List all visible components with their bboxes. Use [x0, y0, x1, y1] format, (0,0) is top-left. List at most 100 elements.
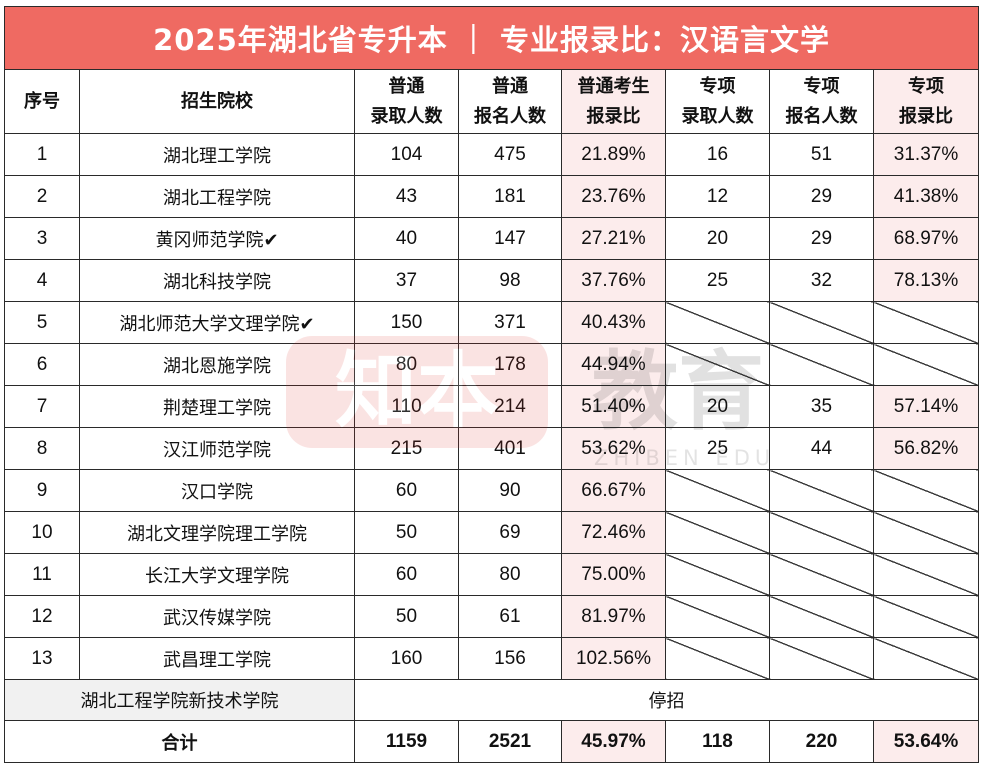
header-row: 序号 招生院校 普通 录取人数 普通 报名人数 普通考生 报录比 专项 录取人数: [4, 69, 980, 134]
cell-spec-ratio: 68.97%: [872, 217, 980, 260]
cell-reg-apply: 401: [458, 427, 562, 470]
header-reg-ratio-line1: 普通考生: [577, 75, 650, 97]
empty-cell-spec-apply: [769, 511, 874, 554]
cell-spec-apply: 29: [769, 217, 874, 260]
school-name: 黄冈师范学院: [155, 229, 264, 251]
header-spec-admit-line2: 录取人数: [681, 105, 754, 127]
row-school: 荆楚理工学院: [79, 385, 355, 428]
row-seq: 10: [4, 511, 80, 554]
table-row: 13 武昌理工学院 160 156 102.56%: [4, 637, 980, 680]
school-name: 湖北理工学院: [163, 145, 271, 167]
row-seq: 7: [4, 385, 80, 428]
header-reg-ratio: 普通考生 报录比: [561, 69, 666, 134]
cell-reg-apply: 214: [458, 385, 562, 428]
header-spec-admit: 专项 录取人数: [665, 69, 770, 134]
cell-reg-admit: 160: [354, 637, 459, 680]
empty-cell-spec-ratio: [872, 595, 980, 638]
header-spec-apply-line1: 专项: [803, 75, 840, 97]
cell-reg-admit: 50: [354, 511, 459, 554]
row-school: 武汉传媒学院: [79, 595, 355, 638]
total-row: 合计 1159 2521 45.97% 118 220 53.64%: [4, 720, 980, 763]
row-school: 湖北文理学院理工学院: [79, 511, 355, 554]
cell-reg-apply: 90: [458, 469, 562, 512]
header-reg-admit-line2: 录取人数: [370, 105, 443, 127]
total-spec-apply: 220: [769, 720, 874, 763]
cell-reg-apply: 61: [458, 595, 562, 638]
stopped-row: 湖北工程学院新技术学院 停招: [4, 679, 980, 721]
cell-reg-apply: 147: [458, 217, 562, 260]
row-school: 汉江师范学院: [79, 427, 355, 470]
header-reg-apply: 普通 报名人数: [458, 69, 562, 134]
cell-reg-apply: 156: [458, 637, 562, 680]
header-spec-ratio-line2: 报录比: [899, 105, 954, 127]
row-seq: 8: [4, 427, 80, 470]
row-school: 武昌理工学院: [79, 637, 355, 680]
ratio-table: 2025年湖北省专升本 ｜ 专业报录比：汉语言文学 序号 招生院校 普通 录取人…: [3, 6, 980, 763]
school-name: 湖北工程学院: [163, 187, 271, 209]
cell-reg-ratio: 23.76%: [561, 175, 666, 218]
cell-reg-ratio: 37.76%: [561, 259, 666, 302]
empty-cell-spec-admit: [665, 637, 770, 680]
checkmark-icon: ✔: [263, 229, 279, 251]
row-seq: 5: [4, 301, 80, 344]
empty-cell-spec-ratio: [872, 511, 980, 554]
empty-cell-spec-admit: [665, 595, 770, 638]
cell-reg-ratio: 75.00%: [561, 553, 666, 596]
cell-spec-apply: 51: [769, 133, 874, 176]
cell-spec-admit: 16: [665, 133, 770, 176]
table-row: 2 湖北工程学院 43 181 23.76% 12 29 41.38%: [4, 175, 980, 218]
empty-cell-spec-admit: [665, 511, 770, 554]
empty-cell-spec-ratio: [872, 301, 980, 344]
cell-reg-apply: 178: [458, 343, 562, 386]
row-seq: 12: [4, 595, 80, 638]
page-title: 2025年湖北省专升本 ｜ 专业报录比：汉语言文学: [3, 6, 980, 70]
cell-spec-apply: 32: [769, 259, 874, 302]
cell-spec-ratio: 56.82%: [872, 427, 980, 470]
header-reg-admit: 普通 录取人数: [354, 69, 459, 134]
header-reg-admit-line1: 普通: [388, 75, 425, 97]
header-spec-apply: 专项 报名人数: [769, 69, 874, 134]
cell-spec-apply: 29: [769, 175, 874, 218]
header-reg-apply-line2: 报名人数: [474, 105, 546, 127]
cell-reg-apply: 371: [458, 301, 562, 344]
empty-cell-spec-apply: [769, 343, 874, 386]
school-name: 湖北文理学院理工学院: [127, 523, 307, 545]
cell-reg-ratio: 40.43%: [561, 301, 666, 344]
cell-spec-admit: 12: [665, 175, 770, 218]
school-name: 武昌理工学院: [163, 649, 271, 671]
cell-reg-ratio: 21.89%: [561, 133, 666, 176]
table-row: 6 湖北恩施学院 80 178 44.94%: [4, 343, 980, 386]
empty-cell-spec-ratio: [872, 343, 980, 386]
cell-reg-ratio: 102.56%: [561, 637, 666, 680]
header-seq: 序号: [4, 69, 80, 134]
school-name: 武汉传媒学院: [163, 607, 271, 629]
empty-cell-spec-apply: [769, 553, 874, 596]
cell-reg-admit: 80: [354, 343, 459, 386]
cell-reg-admit: 104: [354, 133, 459, 176]
table-row: 10 湖北文理学院理工学院 50 69 72.46%: [4, 511, 980, 554]
cell-reg-admit: 60: [354, 469, 459, 512]
table-row: 1 湖北理工学院 104 475 21.89% 16 51 31.37%: [4, 133, 980, 176]
table-row: 12 武汉传媒学院 50 61 81.97%: [4, 595, 980, 638]
empty-cell-spec-apply: [769, 469, 874, 512]
row-school: 湖北科技学院: [79, 259, 355, 302]
row-seq: 13: [4, 637, 80, 680]
cell-reg-apply: 80: [458, 553, 562, 596]
cell-reg-admit: 150: [354, 301, 459, 344]
cell-reg-admit: 50: [354, 595, 459, 638]
row-seq: 1: [4, 133, 80, 176]
row-seq: 4: [4, 259, 80, 302]
empty-cell-spec-ratio: [872, 469, 980, 512]
row-seq: 9: [4, 469, 80, 512]
header-reg-ratio-line2: 报录比: [586, 105, 641, 127]
cell-reg-admit: 110: [354, 385, 459, 428]
cell-spec-admit: 20: [665, 217, 770, 260]
cell-reg-apply: 69: [458, 511, 562, 554]
table-row: 11 长江大学文理学院 60 80 75.00%: [4, 553, 980, 596]
header-spec-apply-line2: 报名人数: [785, 105, 858, 127]
table-row: 8 汉江师范学院 215 401 53.62% 25 44 56.82%: [4, 427, 980, 470]
row-school: 黄冈师范学院✔: [79, 217, 355, 260]
header-reg-apply-line1: 普通: [492, 75, 528, 97]
cell-reg-apply: 475: [458, 133, 562, 176]
cell-spec-ratio: 57.14%: [872, 385, 980, 428]
